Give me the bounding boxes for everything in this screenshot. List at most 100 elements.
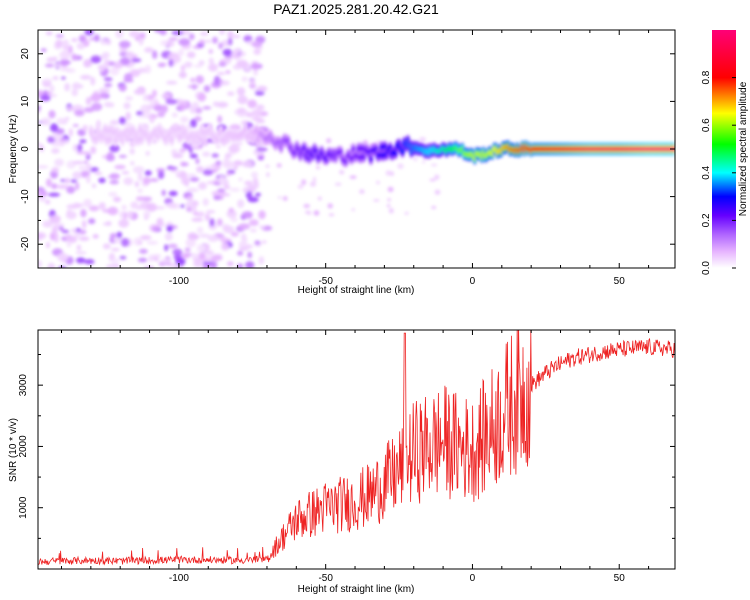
noise-blob <box>54 158 64 167</box>
noise-blob <box>90 146 97 155</box>
noise-blob <box>429 178 436 182</box>
noise-blob <box>156 217 164 227</box>
noise-blob <box>88 218 96 225</box>
noise-blob <box>217 188 226 192</box>
noise-blob <box>75 182 80 191</box>
noise-blob <box>102 209 114 213</box>
noise-blob <box>99 92 108 99</box>
noise-blob <box>166 225 173 233</box>
ridge-segment <box>106 128 111 134</box>
ridge-segment <box>381 152 386 158</box>
noise-blob <box>39 144 45 153</box>
noise-blob <box>172 248 183 256</box>
noise-blob <box>50 123 59 133</box>
noise-blob <box>78 165 86 171</box>
noise-blob <box>138 36 144 46</box>
noise-blob <box>144 47 154 53</box>
noise-blob <box>112 174 120 179</box>
noise-blob <box>190 253 200 259</box>
noise-blob <box>200 31 209 36</box>
noise-blob <box>192 211 198 216</box>
noise-blob <box>252 62 258 70</box>
noise-blob <box>434 174 440 180</box>
noise-blob <box>254 240 261 245</box>
noise-blob <box>148 254 154 263</box>
noise-blob <box>132 166 145 174</box>
noise-blob <box>47 136 56 144</box>
noise-blob <box>363 140 368 145</box>
noise-blob <box>71 53 77 61</box>
noise-blob <box>309 181 317 187</box>
noise-blob <box>56 184 69 189</box>
noise-blob <box>45 199 51 205</box>
noise-blob <box>228 207 234 213</box>
noise-blob <box>89 37 95 41</box>
y-tick-label: -10 <box>20 189 31 204</box>
noise-blob <box>68 128 74 137</box>
noise-blob <box>70 179 78 183</box>
noise-blob <box>180 103 186 111</box>
noise-blob <box>232 48 241 54</box>
noise-blob <box>121 204 127 211</box>
noise-blob <box>119 57 131 66</box>
noise-blob <box>193 64 203 68</box>
noise-blob <box>76 244 82 251</box>
noise-blob <box>277 196 282 199</box>
noise-blob <box>80 74 92 80</box>
noise-blob <box>118 40 131 49</box>
noise-blob <box>233 160 243 167</box>
noise-blob <box>386 204 391 208</box>
noise-blob <box>59 60 72 65</box>
noise-blob <box>349 175 357 179</box>
noise-blob <box>146 240 159 245</box>
spectrogram-y-axis-label: Frequency (Hz) <box>8 115 19 184</box>
noise-blob <box>39 190 48 197</box>
noise-blob <box>202 198 209 207</box>
noise-blob <box>222 48 233 57</box>
noise-blob <box>64 234 73 241</box>
noise-blob <box>101 52 109 60</box>
ridge-segment <box>104 137 109 143</box>
noise-blob <box>161 104 168 113</box>
noise-blob <box>202 151 211 157</box>
noise-blob <box>104 101 112 108</box>
noise-blob <box>236 87 246 96</box>
noise-blob <box>211 190 223 196</box>
noise-blob <box>419 136 426 143</box>
noise-blob <box>72 171 82 180</box>
noise-blob <box>121 171 130 175</box>
noise-blob <box>218 175 225 185</box>
noise-blob <box>140 235 152 241</box>
noise-blob <box>180 64 186 72</box>
noise-blob <box>179 148 186 154</box>
y-tick-label: 10 <box>20 95 31 107</box>
noise-blob <box>49 214 61 224</box>
noise-blob <box>228 144 240 154</box>
colorbar-tick-label: 0.6 <box>701 118 712 132</box>
noise-blob <box>233 166 238 170</box>
noise-blob <box>82 124 88 132</box>
noise-blob <box>123 177 134 186</box>
noise-blob <box>142 196 152 202</box>
noise-blob <box>215 160 222 166</box>
x-tick-label: -50 <box>318 276 333 287</box>
noise-blob <box>109 263 120 268</box>
noise-blob <box>334 182 342 186</box>
noise-blob <box>327 203 333 209</box>
y-tick-label: 1000 <box>18 496 29 519</box>
noise-blob <box>186 51 196 59</box>
noise-blob <box>143 211 151 219</box>
noise-blob <box>151 254 162 258</box>
noise-blob <box>373 199 380 202</box>
noise-blob <box>40 94 51 102</box>
noise-blob <box>65 177 70 184</box>
noise-blob <box>431 164 438 166</box>
snr-x-axis-label: Height of straight line (km) <box>298 584 415 595</box>
noise-blob <box>127 210 134 220</box>
noise-blob <box>164 244 169 252</box>
noise-blob <box>136 110 144 116</box>
noise-blob <box>84 259 95 265</box>
noise-blob <box>47 262 56 268</box>
noise-blob <box>111 247 120 252</box>
noise-blob <box>282 196 288 201</box>
